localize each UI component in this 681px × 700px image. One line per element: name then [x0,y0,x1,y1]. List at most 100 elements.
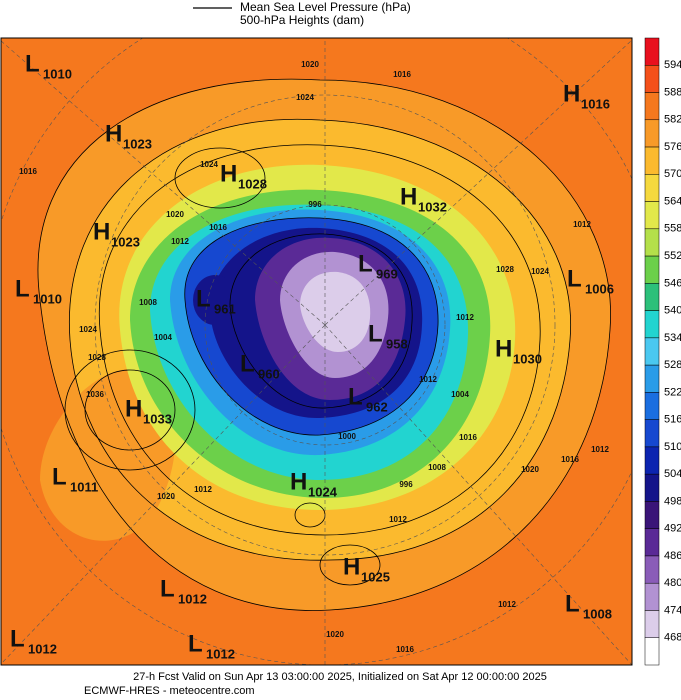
pressure-center: L 1012 [10,625,57,656]
contour-label: 1012 [456,313,474,322]
colorbar-swatch [644,65,660,93]
pressure-center: L 1011 [52,463,98,494]
colorbar-label: 558 [664,223,681,235]
colorbar: 594 588 582 576 570 564 558 552 546 540 534 528 522 5… [644,37,681,666]
contour-label: 1012 [171,237,189,246]
center-type: H [220,160,237,187]
colorbar-swatch [644,92,660,121]
contour-label: 1004 [154,333,172,342]
pressure-center: L 1012 [188,630,235,661]
center-value: 1023 [111,234,140,249]
contour-label: 1020 [157,492,175,501]
pressure-center: H 1028 [220,160,267,191]
center-value: 969 [376,266,398,281]
center-type: H [563,80,580,107]
legend-heights: 500-hPa Heights (dam) [240,13,364,27]
colorbar-label: 468 [664,632,681,644]
center-type: L [25,50,40,77]
colorbar-swatch [644,228,660,257]
colorbar-swatch [644,555,660,584]
colorbar-label: 582 [664,114,681,126]
contour-label: 1016 [393,70,411,79]
contour-label: 1012 [573,220,591,229]
pressure-center: L 1012 [160,575,207,606]
center-value: 961 [214,301,236,316]
colorbar-label: 594 [664,59,681,71]
pressure-center: L 1010 [15,275,62,306]
center-value: 960 [258,366,280,381]
center-value: 1030 [513,351,542,366]
colorbar-swatch [644,146,660,175]
footer-valid: 27-h Fcst Valid on Sun Apr 13 03:00:00 2… [133,671,547,683]
center-type: L [567,265,582,292]
pressure-center: H 1033 [125,395,172,426]
center-type: L [10,625,25,652]
contour-label: 1012 [498,600,516,609]
contour-label: 1016 [561,455,579,464]
contour-label: 1036 [86,390,104,399]
contour-label: 1016 [209,223,227,232]
map-fill [1,38,632,665]
center-value: 1012 [178,591,207,606]
contour-label: 1020 [326,630,344,639]
colorbar-label: 492 [664,523,681,535]
colorbar-label: 486 [664,550,681,562]
pressure-center: L 969 [358,250,398,281]
colorbar-swatch [644,528,660,557]
colorbar-label: 510 [664,441,681,453]
contour-label: 1004 [451,390,469,399]
center-type: L [188,630,203,657]
center-type: H [400,183,417,210]
center-value: 1012 [28,641,57,656]
center-type: L [52,463,67,490]
pressure-center: L 960 [240,350,280,381]
pressure-center: L 1006 [567,265,614,296]
colorbar-swatch [644,419,660,448]
contour-label: 1024 [296,93,314,102]
colorbar-swatch [644,610,660,638]
center-value: 1011 [70,479,98,494]
colorbar-label: 504 [664,468,681,480]
center-type: H [105,120,122,147]
center-value: 1025 [361,569,390,584]
colorbar-label: 474 [664,604,681,616]
center-value: 1008 [583,606,612,621]
pressure-center: L 1010 [25,50,72,81]
center-type: L [160,575,175,602]
contour-label: 1020 [166,210,184,219]
colorbar-label: 516 [664,414,681,426]
colorbar-swatch [644,473,660,502]
pressure-center: H 1016 [563,80,610,111]
contour-label: 1024 [79,325,97,334]
center-type: L [565,590,580,617]
colorbar-label: 522 [664,386,681,398]
colorbar-swatch [644,255,660,284]
colorbar-swatch [644,501,660,529]
contour-label: 996 [399,480,413,489]
center-value: 1010 [43,66,72,81]
center-value: 1024 [308,484,338,499]
colorbar-swatch [644,174,660,202]
center-value: 1033 [143,411,172,426]
contour-label: 1020 [301,60,319,69]
pressure-center: H 1023 [105,120,152,151]
center-type: L [240,350,255,377]
center-value: 958 [386,336,408,351]
colorbar-swatch [644,337,660,366]
center-value: 962 [366,399,388,414]
contour-label: 1008 [428,463,446,472]
colorbar-swatch [644,119,660,148]
contour-label: 1012 [591,445,609,454]
center-value: 1012 [206,646,235,661]
contour-label: 1024 [200,160,218,169]
center-type: H [343,553,360,580]
colorbar-label: 576 [664,141,681,153]
center-value: 1023 [123,136,152,151]
map-frame [0,37,633,666]
contour-label: 1000 [338,432,356,441]
contour-label: 1012 [389,515,407,524]
contour-label: 1008 [139,298,157,307]
pressure-center: L 961 [196,285,236,316]
contour-label: 1028 [88,353,106,362]
